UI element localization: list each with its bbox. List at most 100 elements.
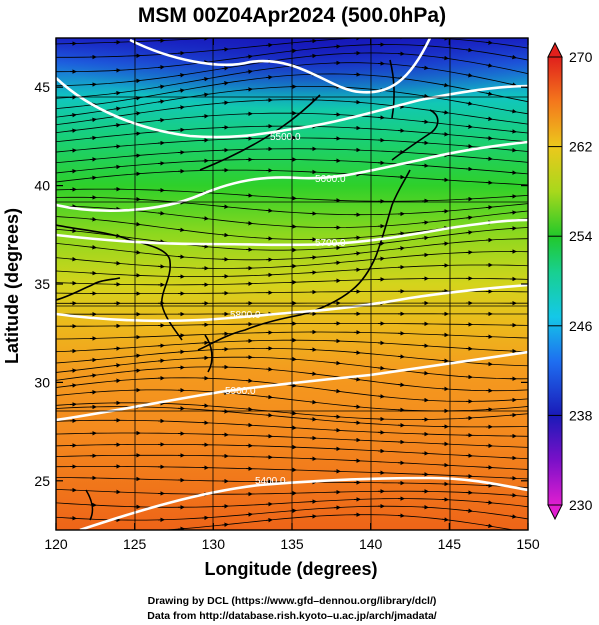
y-tick-label: 45 xyxy=(34,79,50,95)
wind-arrow xyxy=(89,175,97,181)
wind-arrow xyxy=(441,131,449,137)
wind-arrow xyxy=(509,54,517,60)
wind-arrow xyxy=(485,116,493,121)
wind-arrow xyxy=(221,47,229,52)
wind-arrow xyxy=(485,156,493,162)
wind-arrow xyxy=(265,394,273,400)
y-axis-label: Latitude (degrees) xyxy=(2,208,22,364)
colorbar-tick-label: 238 xyxy=(569,407,593,423)
x-axis: 120 125 130 135 140 145 150 xyxy=(44,38,540,552)
wind-arrow xyxy=(309,371,317,376)
wind-arrow xyxy=(397,354,405,359)
wind-arrow xyxy=(485,205,493,210)
wind-arrow xyxy=(245,512,253,517)
contour-line xyxy=(56,140,528,213)
wind-arrow xyxy=(509,210,517,215)
wind-arrow xyxy=(89,135,97,141)
wind-arrow xyxy=(465,166,473,172)
y-axis: 25 30 35 40 45 xyxy=(34,79,528,489)
y-tick-label: 25 xyxy=(34,473,50,489)
wind-arrow xyxy=(465,508,473,514)
colorbar-tick-label: 254 xyxy=(569,228,593,244)
wind-arrow xyxy=(245,406,253,412)
wind-arrow xyxy=(485,40,493,45)
wind-arrow xyxy=(509,493,517,498)
y-tick-label: 40 xyxy=(34,178,50,194)
wind-arrow xyxy=(530,507,536,508)
wind-arrow xyxy=(265,367,273,372)
contour-line xyxy=(56,218,528,247)
wind-arrow xyxy=(441,358,449,363)
graticule xyxy=(56,38,528,530)
wind-arrow xyxy=(441,110,449,115)
contour-label: 5800.0 xyxy=(230,310,261,321)
wind-arrow xyxy=(377,256,385,261)
wind-arrow xyxy=(177,349,185,355)
wind-arrow xyxy=(421,65,429,71)
wind-arrow xyxy=(245,54,253,59)
wind-arrow xyxy=(530,124,536,125)
wind-arrow xyxy=(221,100,229,106)
colorbar-tick-label: 230 xyxy=(569,497,593,513)
china-coast xyxy=(56,277,121,301)
wind-arrow xyxy=(509,108,517,114)
wind-arrow xyxy=(157,211,165,216)
wind-arrow xyxy=(177,254,185,259)
contour-label: 5900.0 xyxy=(225,386,256,397)
wind-arrow xyxy=(377,365,385,371)
wind-arrow xyxy=(353,251,361,256)
wind-arrow xyxy=(466,32,472,33)
wind-arrow xyxy=(309,399,317,405)
wind-arrow xyxy=(441,55,449,61)
wind-arrow xyxy=(69,148,77,153)
wind-arrow xyxy=(265,42,273,48)
wind-arrow xyxy=(421,220,429,225)
taiwan-coast xyxy=(85,489,94,521)
sakhalin-coast xyxy=(389,59,395,119)
x-tick-label: 135 xyxy=(280,536,304,552)
wind-arrow xyxy=(245,87,253,92)
wind-arrow xyxy=(509,412,517,418)
wind-arrow xyxy=(177,105,185,110)
wind-arrow xyxy=(309,53,317,59)
streamline xyxy=(56,125,528,143)
x-axis-label: Longitude (degrees) xyxy=(204,559,377,579)
streamline xyxy=(56,454,528,470)
wind-arrow xyxy=(333,260,341,266)
wind-arrow xyxy=(89,217,97,222)
streamline xyxy=(56,99,528,126)
streamline xyxy=(56,38,528,58)
colorbar-max-arrow xyxy=(547,41,563,58)
wind-arrow xyxy=(113,378,121,384)
wind-arrow xyxy=(221,66,229,71)
wind-arrow xyxy=(289,383,297,388)
wind-arrow xyxy=(69,169,77,174)
wind-arrow xyxy=(421,235,429,241)
streamline xyxy=(56,73,528,110)
wind-arrow xyxy=(289,410,297,416)
wind-arrow xyxy=(69,228,77,233)
wind-arrow xyxy=(157,99,165,104)
wind-arrow xyxy=(530,49,536,50)
contour-line xyxy=(56,283,528,323)
wind-arrow xyxy=(245,378,253,384)
credit-drawing: Drawing by DCL (https://www.gfd–dennou.o… xyxy=(148,595,437,607)
wind-arrow xyxy=(441,241,449,246)
wind-streamlines xyxy=(56,32,536,530)
wind-arrow xyxy=(465,73,473,78)
wind-arrow xyxy=(265,413,273,418)
wind-arrow xyxy=(353,404,361,409)
streamline xyxy=(56,432,528,448)
wind-arrow xyxy=(512,38,517,39)
streamline xyxy=(56,169,528,186)
wind-arrow xyxy=(309,255,317,260)
streamline xyxy=(56,52,528,87)
wind-arrow xyxy=(377,115,385,120)
streamline xyxy=(56,38,528,45)
primorye-coast xyxy=(199,94,321,171)
wind-arrow xyxy=(530,163,536,164)
wind-arrow xyxy=(245,220,253,226)
wind-arrow xyxy=(221,81,229,86)
wind-arrow xyxy=(377,394,385,399)
